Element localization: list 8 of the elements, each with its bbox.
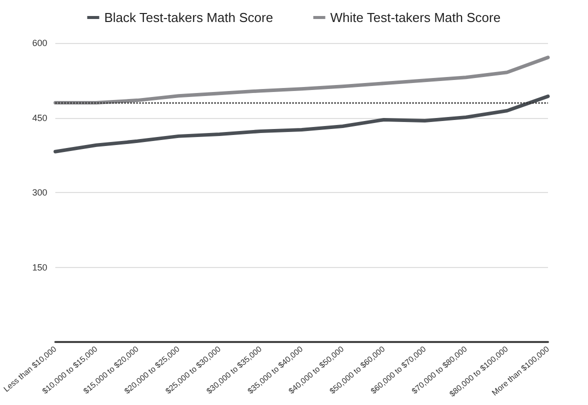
y-tick-label: 450 [32, 112, 48, 123]
legend-label: Black Test-takers Math Score [104, 10, 274, 25]
y-tick-label: 300 [32, 188, 48, 198]
legend-label: White Test-takers Math Score [330, 10, 501, 25]
line-series [54, 94, 550, 154]
y-tick-label: 600 [32, 38, 48, 48]
line-series [54, 56, 550, 105]
y-tick-label: 150 [32, 262, 48, 272]
